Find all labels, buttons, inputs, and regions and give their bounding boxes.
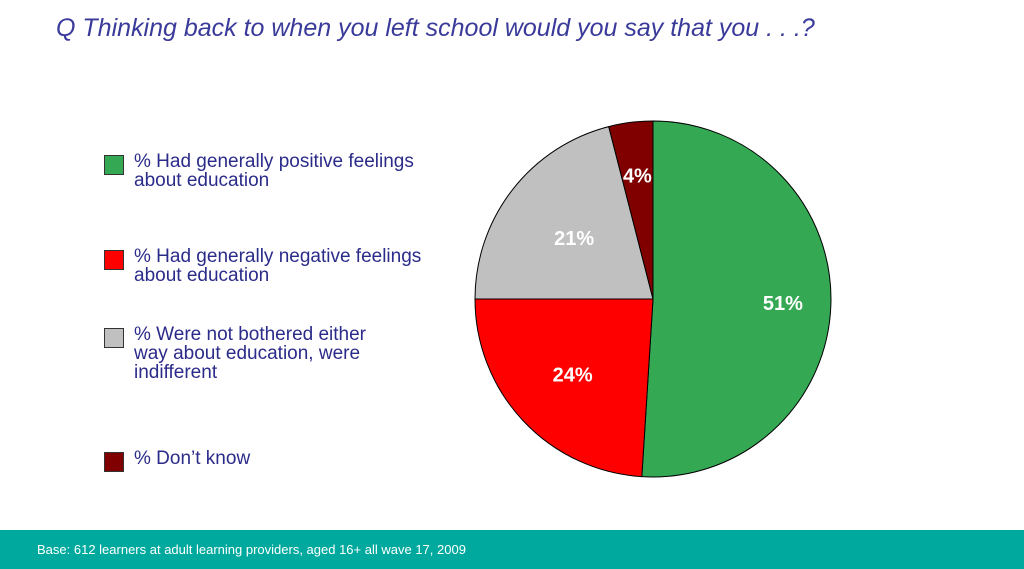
pie-slice-indifferent-label: 21% bbox=[554, 228, 594, 250]
pie-slice-positive bbox=[641, 120, 832, 478]
pie-chart: 51% 24% 21% 4% bbox=[474, 120, 832, 478]
legend-label-positive: % Had generally positive feelings about … bbox=[134, 151, 414, 191]
legend-swatch-dont-know bbox=[104, 452, 124, 472]
legend-swatch-positive bbox=[104, 155, 124, 175]
footer-base-note: Base: 612 learners at adult learning pro… bbox=[37, 542, 466, 557]
legend-swatch-negative bbox=[104, 250, 124, 270]
legend-label-indifferent: % Were not bothered either way about edu… bbox=[134, 324, 367, 383]
pie-slice-positive-label: 51% bbox=[763, 293, 803, 315]
pie-slice-dont-know-label: 4% bbox=[623, 165, 652, 187]
legend-label-dont-know: % Don’t know bbox=[134, 448, 251, 469]
pie-slice-negative-label: 24% bbox=[553, 365, 593, 387]
legend-label-negative: % Had generally negative feelings about … bbox=[134, 246, 422, 286]
chart-title: Q Thinking back to when you left school … bbox=[56, 14, 815, 42]
pie-slice-indifferent bbox=[474, 125, 654, 300]
footer-bar: Base: 612 learners at adult learning pro… bbox=[0, 530, 1024, 569]
pie-slice-dont-know bbox=[608, 120, 654, 300]
pie-slice-negative bbox=[474, 298, 654, 478]
legend-swatch-indifferent bbox=[104, 328, 124, 348]
